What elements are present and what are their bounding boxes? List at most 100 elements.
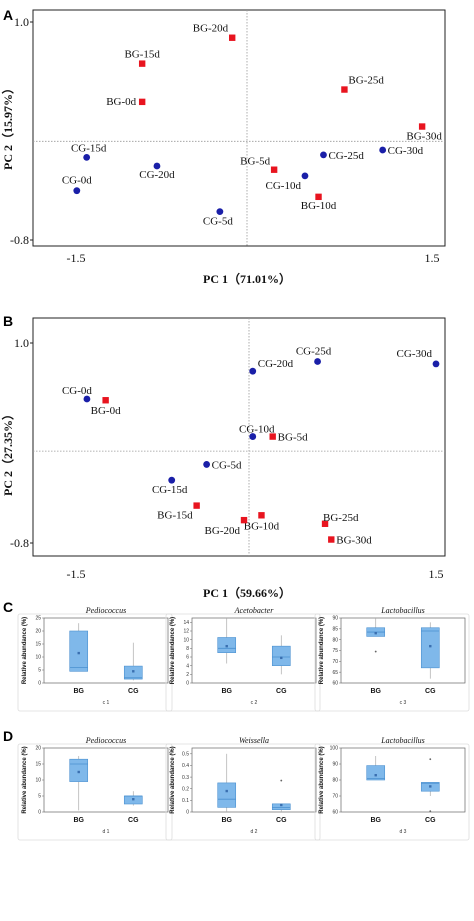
point-bg-0d xyxy=(102,397,109,404)
boxplot-panel-d: D Pediococcus 0 5 10 15 20 Relative abundance (… xyxy=(3,728,470,841)
y-tick-label: 90 xyxy=(332,762,338,768)
point-label-bg-25d: BG-25d xyxy=(323,512,359,524)
point-label-bg-30d: BG-30d xyxy=(406,131,442,143)
point-label-cg-30d: CG-30d xyxy=(397,348,433,360)
point-bg-5d xyxy=(270,166,278,173)
point-label-cg-15d: CG-15d xyxy=(71,142,107,154)
point-label-cg-25d: CG-25d xyxy=(296,345,332,357)
y-tick-label: 90 xyxy=(332,616,338,622)
point-cg-15d xyxy=(83,153,91,161)
box-cg xyxy=(420,627,440,669)
point-cg-10d xyxy=(249,433,257,440)
y-tick-label: 5 xyxy=(38,794,41,800)
subplot-frame xyxy=(43,747,169,813)
y-tick-label: 6 xyxy=(186,655,189,661)
pca-panel-a: A 1.0 -0.8 -1.5 1.5 PC 1（71.01%） PC 2（15.97%） B… xyxy=(0,7,446,286)
y-tick-label: 10 xyxy=(183,637,189,643)
point-label-bg-25d: BG-25d xyxy=(348,75,384,87)
point-bg-25d xyxy=(321,520,329,527)
category-label-cg: CG xyxy=(425,817,436,824)
point-label-bg-5d: BG-5d xyxy=(240,156,270,168)
point-label-cg-10d: CG-10d xyxy=(239,424,275,436)
point-bg-5d xyxy=(269,433,276,440)
subplot-title: Lactobacillus xyxy=(380,736,425,745)
subplot-frame xyxy=(191,617,317,684)
subplot-caption: d 2 xyxy=(251,829,258,835)
mean-marker-cg xyxy=(132,670,135,673)
y-tick-label: 15 xyxy=(35,642,41,648)
category-label-cg: CG xyxy=(276,817,287,824)
subplot-title: Pediococcus xyxy=(85,736,126,745)
boxplot-c-3: Lactobacillus 60 65 70 75 80 85 90 Relative abun… xyxy=(314,606,470,712)
mean-marker-bg xyxy=(225,789,228,793)
y-tick-label: 65 xyxy=(332,670,338,676)
box-cg xyxy=(271,645,291,666)
y-axis-label: Relative abundance (%) xyxy=(170,746,176,813)
y-tick-label: 10 xyxy=(35,778,41,784)
y-tick-label: 0 xyxy=(186,681,189,687)
subplot-card xyxy=(165,743,321,841)
point-label-cg-0d: CG-0d xyxy=(62,175,92,187)
subplot-card xyxy=(314,613,470,712)
box-bg xyxy=(217,782,237,808)
subplot-title: Pediococcus xyxy=(85,606,126,615)
category-label-cg: CG xyxy=(276,688,287,695)
box-cg xyxy=(123,665,143,680)
y-axis-label: Relative abundance (%) xyxy=(319,617,325,684)
point-label-cg-5d: CG-5d xyxy=(212,459,242,471)
panel-letter-d: D xyxy=(3,728,13,744)
point-label-bg-5d: BG-5d xyxy=(278,432,308,444)
x-tick-label: 1.5 xyxy=(425,251,440,265)
mean-marker-cg xyxy=(429,785,432,788)
y-tick-label: 1.0 xyxy=(14,15,29,29)
point-label-cg-5d: CG-5d xyxy=(203,216,233,228)
y-tick-label: -0.8 xyxy=(10,536,29,550)
y-tick-label: 4 xyxy=(186,663,189,669)
plot-frame xyxy=(32,9,446,247)
point-label-bg-20d: BG-20d xyxy=(193,23,229,35)
point-cg-0d xyxy=(73,187,81,195)
subplot-card xyxy=(17,613,173,712)
boxplot-c-1: Pediococcus 0 5 10 15 20 25 Relative abundance … xyxy=(17,606,173,712)
subplot-caption: c 1 xyxy=(103,700,110,706)
point-label-cg-25d: CG-25d xyxy=(328,150,364,162)
pca-panel-b: B1.0 -0.8 -1.5 1.5 PC 1（59.66%） PC 2（27.35%） B… xyxy=(0,313,446,600)
point-cg-20d xyxy=(153,162,161,170)
x-tick-label: -1.5 xyxy=(67,251,86,265)
y-axis-label: PC 2（15.97%） xyxy=(0,82,15,170)
y-tick-label: 8 xyxy=(186,646,189,652)
y-tick-label: 100 xyxy=(330,746,339,752)
category-label-cg: CG xyxy=(128,688,139,695)
category-label-cg: CG xyxy=(425,688,436,695)
point-cg-25d xyxy=(314,358,321,365)
subplot-frame xyxy=(191,747,317,813)
y-tick-label: 80 xyxy=(332,637,338,643)
point-bg-20d xyxy=(229,34,236,41)
point-bg-25d xyxy=(341,86,348,93)
x-tick-label: 1.5 xyxy=(429,567,444,581)
y-tick-label: 75 xyxy=(332,648,338,654)
y-tick-label: 0 xyxy=(38,810,41,816)
box-bg xyxy=(69,630,89,672)
point-label-cg-10d: CG-10d xyxy=(266,180,302,192)
subplot-caption: c 3 xyxy=(400,700,407,706)
y-tick-label: 0.3 xyxy=(182,775,189,781)
point-cg-5d xyxy=(216,208,224,216)
y-tick-label: 70 xyxy=(332,794,338,800)
y-tick-label: 70 xyxy=(332,659,338,665)
subplot-caption: d 1 xyxy=(103,829,110,835)
y-tick-label: 20 xyxy=(35,629,41,635)
mean-marker-cg xyxy=(280,656,283,660)
subplot-title: Acetobacter xyxy=(234,606,275,615)
point-cg-30d xyxy=(379,146,387,154)
y-tick-label: 80 xyxy=(332,778,338,784)
mean-marker-bg xyxy=(77,651,80,655)
y-tick-label: 0.5 xyxy=(182,752,189,758)
box-bg xyxy=(69,758,89,782)
box-bg xyxy=(366,765,386,781)
y-tick-label: 60 xyxy=(332,810,338,816)
point-label-bg-10d: BG-10d xyxy=(244,520,280,532)
x-tick-label: -1.5 xyxy=(67,567,86,581)
outlier-cg xyxy=(429,810,432,813)
